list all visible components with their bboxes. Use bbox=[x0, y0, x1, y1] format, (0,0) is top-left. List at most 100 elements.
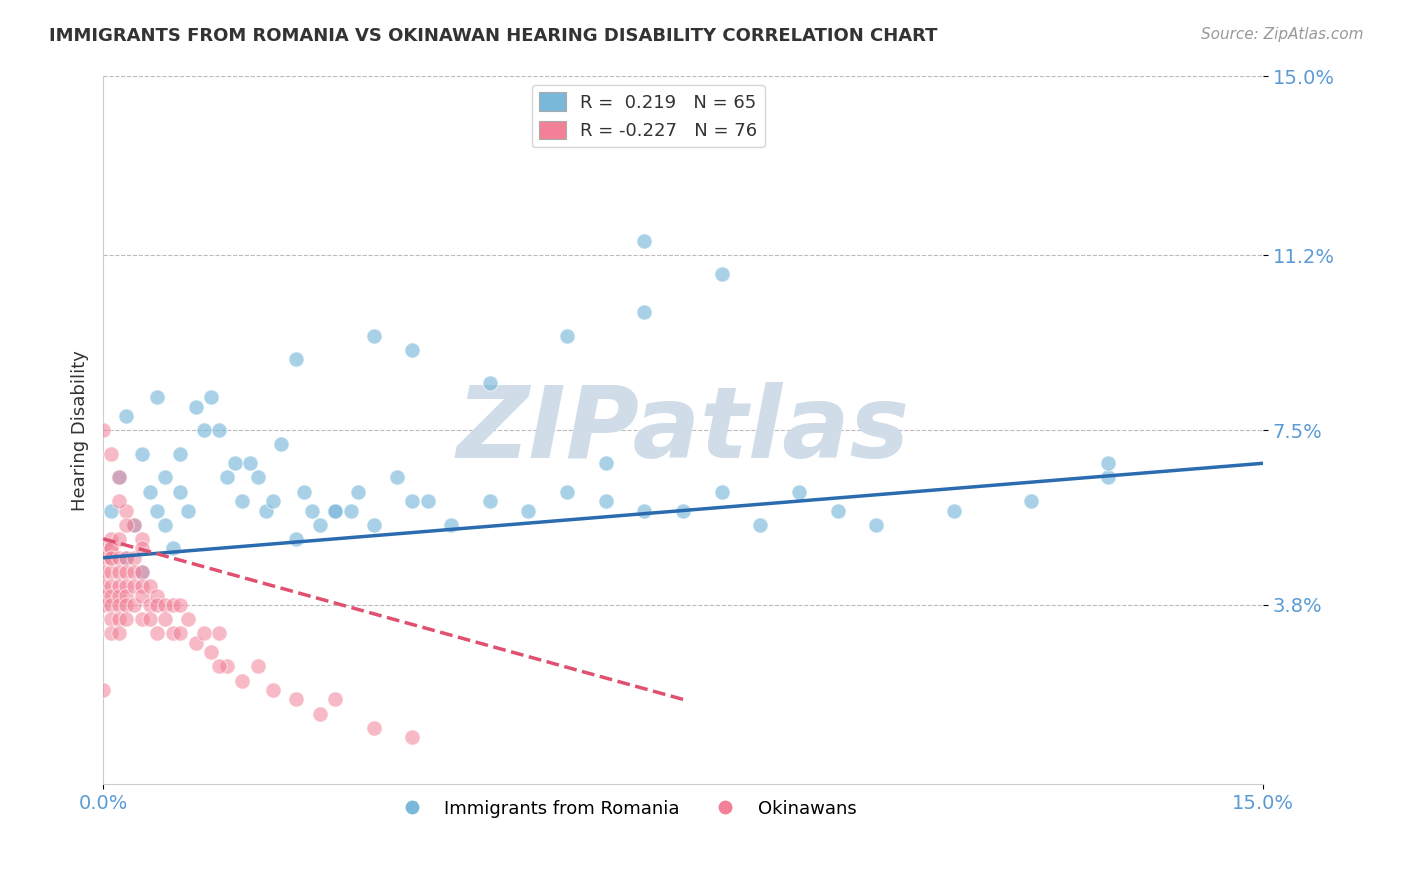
Point bbox=[339, 503, 361, 517]
Point bbox=[555, 328, 578, 343]
Point bbox=[100, 550, 122, 565]
Point bbox=[401, 730, 423, 744]
Point bbox=[131, 532, 153, 546]
Point bbox=[200, 645, 222, 659]
Point bbox=[308, 517, 330, 532]
Point bbox=[122, 565, 145, 579]
Point bbox=[115, 550, 138, 565]
Point bbox=[91, 565, 114, 579]
Point bbox=[91, 550, 114, 565]
Point bbox=[672, 503, 695, 517]
Point bbox=[401, 494, 423, 508]
Point bbox=[138, 484, 160, 499]
Point bbox=[401, 343, 423, 357]
Point bbox=[285, 532, 308, 546]
Point bbox=[363, 721, 385, 735]
Point bbox=[100, 626, 122, 640]
Point bbox=[162, 541, 184, 556]
Point bbox=[146, 503, 169, 517]
Point bbox=[131, 541, 153, 556]
Point bbox=[184, 636, 207, 650]
Point bbox=[215, 659, 238, 673]
Point bbox=[385, 470, 408, 484]
Point bbox=[246, 470, 269, 484]
Point bbox=[177, 503, 200, 517]
Point bbox=[169, 626, 191, 640]
Point bbox=[153, 517, 176, 532]
Point bbox=[208, 626, 231, 640]
Point bbox=[865, 517, 887, 532]
Point bbox=[193, 626, 215, 640]
Point bbox=[162, 626, 184, 640]
Point bbox=[100, 541, 122, 556]
Point bbox=[146, 589, 169, 603]
Point bbox=[1097, 470, 1119, 484]
Point bbox=[91, 589, 114, 603]
Point bbox=[169, 447, 191, 461]
Point bbox=[323, 503, 346, 517]
Point bbox=[146, 598, 169, 612]
Point bbox=[633, 235, 655, 249]
Point bbox=[208, 659, 231, 673]
Point bbox=[107, 470, 129, 484]
Point bbox=[91, 598, 114, 612]
Point bbox=[1019, 494, 1042, 508]
Point bbox=[100, 541, 122, 556]
Point bbox=[633, 305, 655, 319]
Point bbox=[100, 598, 122, 612]
Point bbox=[440, 517, 463, 532]
Point bbox=[633, 503, 655, 517]
Point bbox=[115, 550, 138, 565]
Point bbox=[177, 612, 200, 626]
Point bbox=[138, 579, 160, 593]
Point bbox=[347, 484, 370, 499]
Point bbox=[91, 541, 114, 556]
Point bbox=[595, 456, 617, 470]
Point bbox=[153, 598, 176, 612]
Point bbox=[138, 598, 160, 612]
Point bbox=[131, 565, 153, 579]
Point bbox=[710, 268, 733, 282]
Point bbox=[91, 579, 114, 593]
Point bbox=[122, 579, 145, 593]
Point bbox=[115, 612, 138, 626]
Point bbox=[153, 612, 176, 626]
Point bbox=[131, 565, 153, 579]
Point bbox=[323, 692, 346, 706]
Point bbox=[262, 494, 284, 508]
Point bbox=[115, 517, 138, 532]
Point bbox=[100, 532, 122, 546]
Point bbox=[107, 589, 129, 603]
Point bbox=[301, 503, 323, 517]
Point bbox=[262, 683, 284, 698]
Point bbox=[131, 612, 153, 626]
Point bbox=[308, 706, 330, 721]
Point bbox=[107, 579, 129, 593]
Point bbox=[184, 400, 207, 414]
Point bbox=[131, 579, 153, 593]
Point bbox=[100, 565, 122, 579]
Point bbox=[91, 683, 114, 698]
Point bbox=[478, 376, 501, 390]
Point bbox=[285, 352, 308, 367]
Point bbox=[231, 494, 253, 508]
Point bbox=[100, 447, 122, 461]
Point bbox=[595, 494, 617, 508]
Y-axis label: Hearing Disability: Hearing Disability bbox=[72, 350, 89, 510]
Point bbox=[131, 589, 153, 603]
Point bbox=[416, 494, 439, 508]
Point bbox=[115, 503, 138, 517]
Point bbox=[146, 626, 169, 640]
Point bbox=[100, 589, 122, 603]
Point bbox=[122, 517, 145, 532]
Point bbox=[323, 503, 346, 517]
Point bbox=[787, 484, 810, 499]
Point bbox=[231, 673, 253, 688]
Point bbox=[115, 598, 138, 612]
Point bbox=[200, 390, 222, 404]
Point bbox=[478, 494, 501, 508]
Point bbox=[208, 423, 231, 437]
Point bbox=[100, 550, 122, 565]
Point bbox=[224, 456, 246, 470]
Point bbox=[122, 598, 145, 612]
